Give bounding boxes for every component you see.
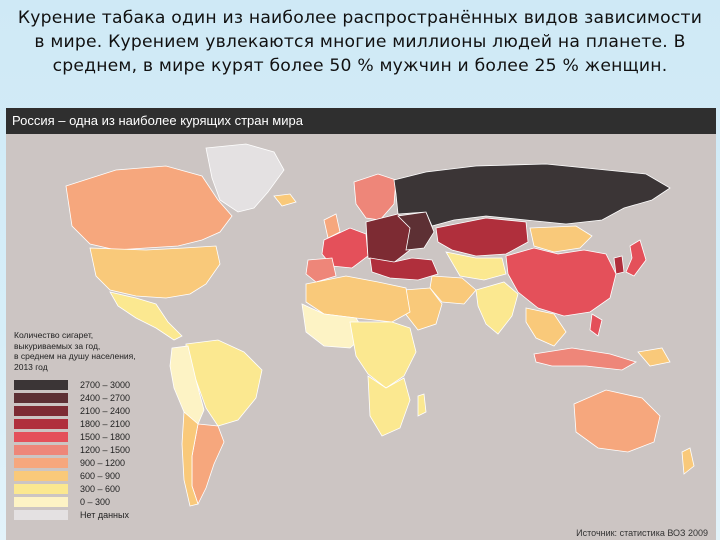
legend-item: 900 – 1200	[14, 456, 154, 469]
legend-swatch	[14, 509, 68, 520]
legend-item: 2400 – 2700	[14, 391, 154, 404]
region-madagascar	[417, 393, 427, 417]
legend-item: 1800 – 2100	[14, 417, 154, 430]
region-india	[475, 281, 519, 335]
region-argentina	[191, 423, 225, 506]
legend-label: Нет данных	[80, 509, 129, 520]
region-new-zealand	[681, 447, 695, 475]
legend-item: 1200 – 1500	[14, 443, 154, 456]
legend-swatch	[14, 405, 68, 416]
region-uk	[323, 213, 341, 239]
legend-swatch	[14, 483, 68, 494]
region-north-africa	[305, 275, 411, 323]
header-text: Курение табака один из наиболее распрост…	[17, 8, 703, 76]
legend-swatch	[14, 457, 68, 468]
legend-label: 2100 – 2400	[80, 405, 131, 416]
world-map	[65, 143, 695, 507]
legend-label: 2400 – 2700	[80, 392, 131, 403]
region-indonesia	[533, 347, 638, 371]
map-title: Россия – одна из наиболее курящих стран …	[6, 108, 716, 134]
region-russia	[393, 163, 671, 227]
legend-label: 1800 – 2100	[80, 418, 131, 429]
region-philippines	[589, 313, 603, 337]
legend-item: 2100 – 2400	[14, 404, 154, 417]
header: Курение табака один из наиболее распрост…	[0, 0, 720, 104]
legend-label: 1200 – 1500	[80, 444, 131, 455]
legend-item: 1500 – 1800	[14, 430, 154, 443]
region-greenland	[205, 143, 285, 213]
region-china	[505, 247, 617, 317]
legend-swatch	[14, 379, 68, 390]
legend-swatch	[14, 392, 68, 403]
legend-label: 300 – 600	[80, 483, 121, 494]
region-australia	[573, 389, 661, 453]
legend-item: Нет данных	[14, 508, 154, 521]
region-se-asia	[525, 307, 567, 347]
region-chile	[181, 411, 199, 507]
region-korea	[613, 255, 625, 275]
legend-item: 600 – 900	[14, 469, 154, 482]
legend-label: 0 – 300	[80, 496, 111, 507]
legend-swatch	[14, 444, 68, 455]
region-canada	[65, 165, 233, 251]
legend-caption: Количество сигарет, выкуриваемых за год,…	[14, 330, 136, 372]
legend-label: 2700 – 3000	[80, 379, 131, 390]
region-central-africa	[349, 321, 417, 389]
legend-swatch	[14, 418, 68, 429]
region-balkans	[369, 257, 439, 281]
region-usa	[89, 245, 221, 299]
legend-label: 900 – 1200	[80, 457, 126, 468]
legend-item: 2700 – 3000	[14, 378, 154, 391]
region-southern-africa	[367, 375, 411, 437]
legend-rows: 2700 – 3000 2400 – 2700 2100 – 2400 1800 – …	[14, 378, 154, 521]
legend: Количество сигарет, выкуриваемых за год,…	[14, 330, 154, 521]
region-kazakhstan	[435, 217, 529, 257]
map-panel: Россия – одна из наиболее курящих стран …	[6, 108, 716, 540]
legend-item: 300 – 600	[14, 482, 154, 495]
region-iceland	[273, 193, 297, 207]
region-papua	[637, 347, 671, 367]
legend-item: 0 – 300	[14, 495, 154, 508]
source-note: Источник: статистика ВОЗ 2009	[576, 528, 708, 538]
legend-swatch	[14, 431, 68, 442]
legend-label: 600 – 900	[80, 470, 121, 481]
legend-swatch	[14, 496, 68, 507]
region-japan	[625, 239, 647, 277]
region-west-europe	[321, 227, 369, 269]
region-scandinavia	[353, 173, 397, 221]
region-central-asia	[445, 251, 507, 281]
legend-label: 1500 – 1800	[80, 431, 131, 442]
region-mongolia	[529, 225, 593, 253]
region-iberia	[305, 257, 337, 283]
legend-swatch	[14, 470, 68, 481]
region-mexico	[109, 291, 183, 341]
